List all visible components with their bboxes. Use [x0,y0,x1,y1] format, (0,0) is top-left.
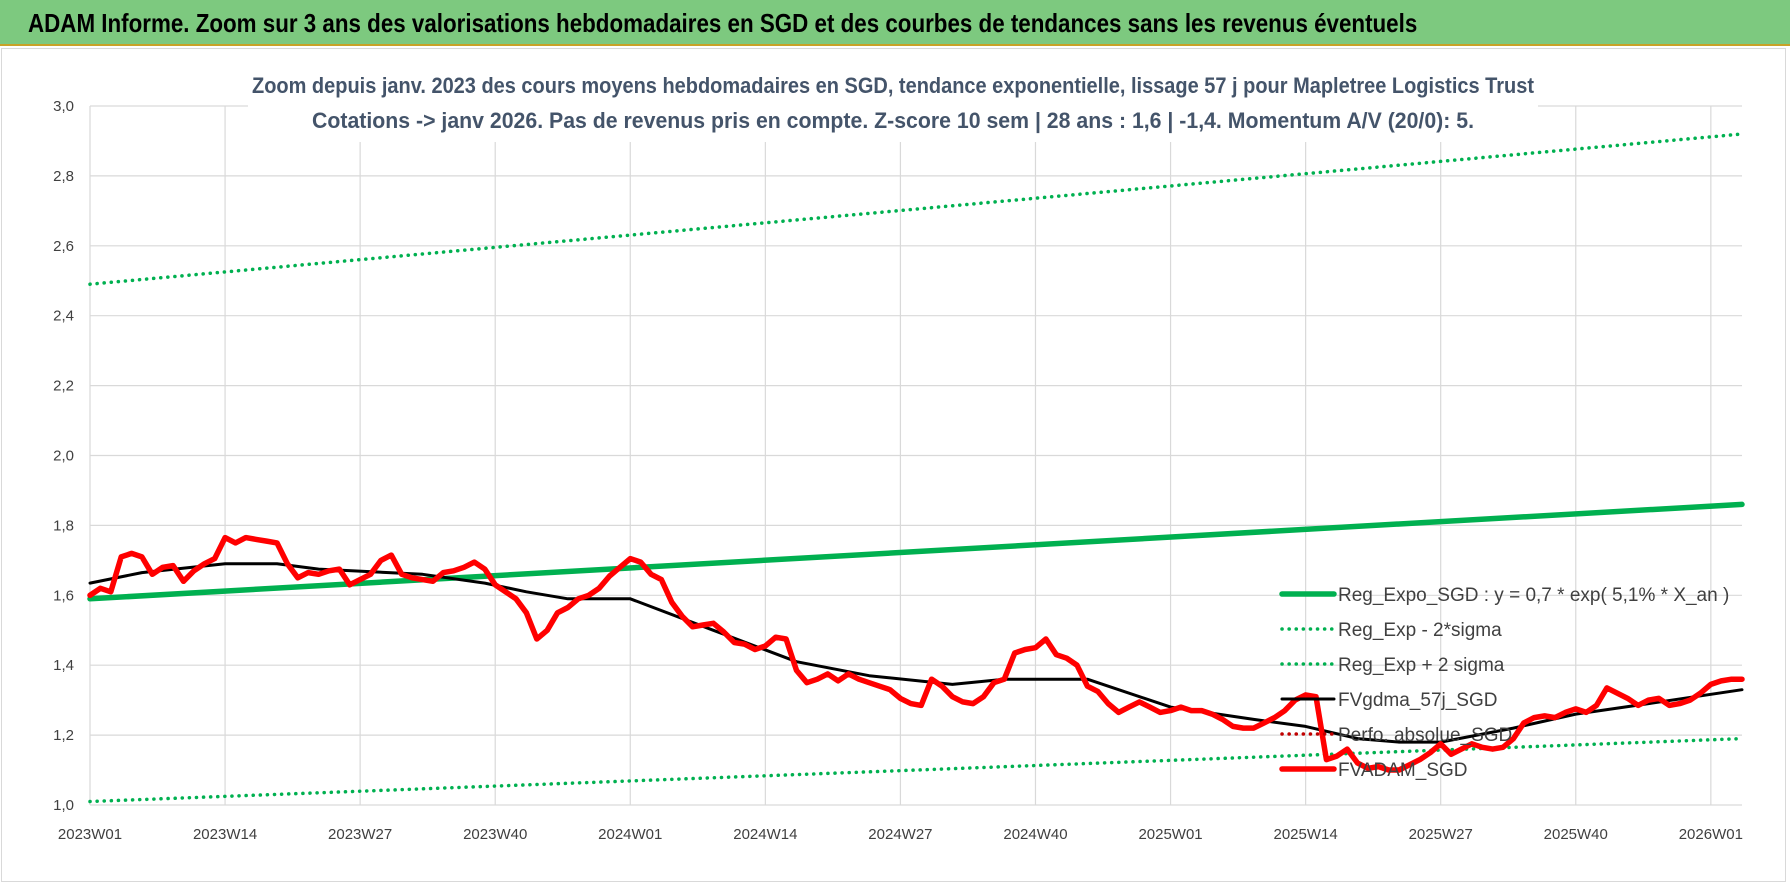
y-tick-label: 1,8 [53,517,74,534]
y-tick-label: 1,0 [53,797,74,814]
y-axis: 1,0 1,2 1,4 1,6 1,8 2,0 2,2 2,4 2,6 2,8 3,0 [53,98,74,814]
y-tick-label: 1,2 [53,727,74,744]
x-axis: 2023W01 2023W14 2023W27 2023W40 2024W01 2024W… [58,826,1743,843]
y-tick-label: 1,6 [53,587,74,604]
y-tick-label: 2,2 [53,378,74,395]
legend-label: FVADAM_SGD [1338,760,1468,781]
plot-series [87,132,1745,804]
x-tick-label: 2024W01 [598,826,662,843]
legend-label: FVgdma_57j_SGD [1338,690,1497,711]
y-tick-label: 2,8 [53,168,74,185]
x-tick-label: 2025W14 [1274,826,1338,843]
legend-label: Reg_Expo_SGD : y = 0,7 * exp( 5,1% * X_a… [1338,585,1729,606]
page-title: ADAM Informe. Zoom sur 3 ans des valoris… [28,8,1418,38]
y-tick-label: 2,6 [53,238,74,255]
legend: Reg_Expo_SGD : y = 0,7 * exp( 5,1% * X_a… [1279,585,1729,781]
price-line-series [87,534,1745,773]
legend-label: Reg_Exp - 2*sigma [1338,620,1502,641]
legend-label: Reg_Exp + 2 sigma [1338,655,1505,676]
y-tick-label: 3,0 [53,98,74,115]
x-tick-label: 2025W40 [1544,826,1608,843]
x-tick-label: 2023W14 [193,826,257,843]
x-tick-label: 2024W14 [733,826,797,843]
x-tick-label: 2023W01 [58,826,122,843]
chart-subtitle: Cotations -> janv 2026. Pas de revenus p… [312,108,1474,133]
trend-line-series [87,501,1745,602]
x-tick-label: 2026W01 [1679,826,1743,843]
chart-title: Zoom depuis janv. 2023 des cours moyens … [252,73,1535,98]
x-tick-label: 2023W40 [463,826,527,843]
title-banner: ADAM Informe. Zoom sur 3 ans des valoris… [0,0,1790,46]
upper-band-series [88,132,1744,286]
x-tick-label: 2025W27 [1409,826,1473,843]
x-tick-label: 2024W40 [1003,826,1067,843]
x-tick-label: 2025W01 [1138,826,1202,843]
y-tick-label: 1,4 [53,657,74,674]
gridlines [89,105,1742,806]
x-tick-label: 2023W27 [328,826,392,843]
chart-title-background [248,68,1538,142]
y-tick-label: 2,0 [53,448,74,465]
chart-frame [1,48,1786,882]
x-tick-label: 2024W27 [868,826,932,843]
y-tick-label: 2,4 [53,308,74,325]
legend-label: Perfo. absolue_SGD [1338,725,1512,746]
